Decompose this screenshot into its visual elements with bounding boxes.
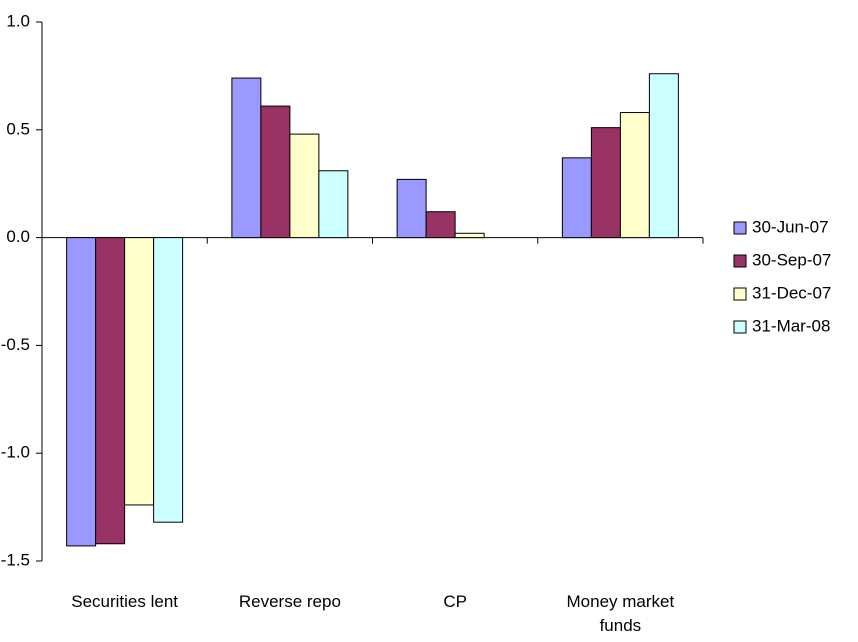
bar bbox=[124, 237, 155, 506]
y-tick-label: -0.5 bbox=[1, 335, 30, 354]
legend-label: 31-Dec-07 bbox=[752, 283, 831, 302]
bar bbox=[153, 237, 184, 523]
legend-label: 30-Jun-07 bbox=[752, 217, 829, 236]
y-tick-label: -1.5 bbox=[1, 550, 30, 569]
y-tick-label: 1.0 bbox=[6, 11, 30, 30]
bar bbox=[66, 237, 97, 547]
bar bbox=[260, 105, 291, 239]
legend-label: 30-Sep-07 bbox=[752, 250, 831, 269]
bar bbox=[289, 133, 320, 239]
legend-label: 31-Mar-08 bbox=[752, 316, 830, 335]
y-tick-label: 0.5 bbox=[6, 119, 30, 138]
bar bbox=[396, 178, 427, 239]
bar bbox=[231, 77, 262, 239]
legend-swatch bbox=[733, 287, 747, 301]
bar bbox=[454, 232, 485, 239]
x-tick-label: Reverse repo bbox=[238, 592, 341, 611]
legend-swatch bbox=[733, 320, 747, 334]
bar bbox=[648, 73, 679, 239]
bar bbox=[318, 170, 349, 239]
bar bbox=[95, 237, 126, 545]
legend-swatch bbox=[733, 254, 747, 268]
y-tick-label: 0.0 bbox=[6, 227, 30, 246]
x-tick-label: Money market funds bbox=[566, 592, 675, 635]
bar bbox=[619, 112, 650, 239]
x-tick-label: Securities lent bbox=[71, 592, 179, 611]
bar bbox=[561, 157, 592, 239]
y-tick-label: -1.0 bbox=[1, 443, 30, 462]
bar bbox=[590, 127, 621, 239]
x-tick-label: CP bbox=[443, 592, 467, 611]
legend-swatch bbox=[733, 221, 747, 235]
bar bbox=[425, 211, 456, 239]
